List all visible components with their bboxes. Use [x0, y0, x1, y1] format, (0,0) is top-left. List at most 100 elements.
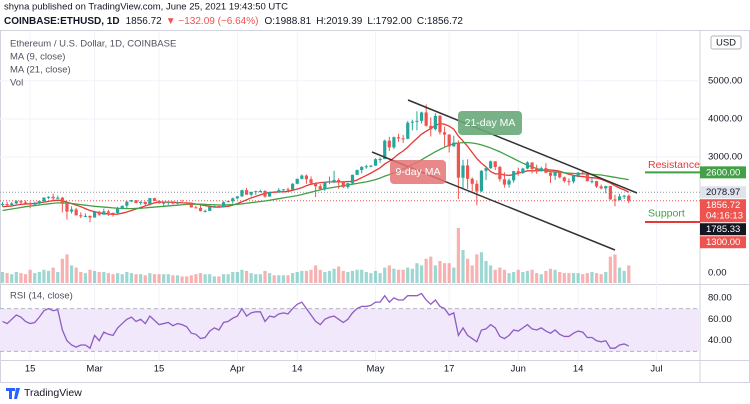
candle-body [466, 165, 470, 179]
open: O:1988.81 [264, 16, 311, 27]
candle-body [396, 137, 401, 139]
rsi-band [0, 308, 700, 352]
candle-body [337, 179, 341, 182]
candle-body [433, 115, 437, 130]
candle-body [226, 201, 230, 203]
change: ▼ −132.09 (−6.64%) [166, 16, 259, 27]
volume-bar [571, 273, 576, 283]
data-layer [0, 104, 631, 350]
volume-bar [33, 273, 37, 283]
price-label: 1785.33 [706, 224, 740, 235]
candle-body [10, 203, 14, 205]
legend-volume: Vol [10, 78, 23, 89]
candle-body [604, 186, 608, 189]
candle-body [355, 170, 359, 175]
candle-body [364, 166, 368, 168]
volume-bar [364, 272, 368, 283]
volume-bar [585, 273, 589, 283]
volume-bar [452, 267, 456, 283]
channel-upper [407, 99, 638, 194]
volume-bar [180, 276, 184, 283]
candle-body [318, 186, 322, 190]
high: H:2019.39 [316, 16, 363, 27]
volume-bar [613, 254, 617, 283]
overlay-layer: 21-day MA 9-day MA Ethereum / U.S. Dolla… [6, 35, 746, 399]
candle-body [111, 212, 115, 214]
candle-body [304, 175, 309, 180]
volume-bar [244, 270, 249, 283]
volume-bar [489, 265, 493, 283]
candle-body [553, 171, 557, 176]
candle-body [535, 168, 539, 172]
candle-body [548, 172, 553, 176]
x-tick-label: Apr [230, 364, 245, 375]
volume-bar [37, 272, 41, 283]
ma21-callout-box [458, 111, 522, 135]
candle-body [484, 168, 488, 171]
candle-body [244, 190, 249, 195]
volume-bar [152, 274, 157, 283]
volume-bar [14, 272, 18, 283]
volume-bar [162, 274, 166, 283]
candle-body [120, 205, 124, 209]
volume-bar [125, 272, 129, 283]
volume-bar [479, 252, 484, 283]
volume-bar [111, 274, 115, 283]
volume-bar [396, 269, 401, 283]
candle-body [46, 196, 51, 198]
volume-bar [558, 272, 562, 283]
volume-bar [608, 256, 612, 283]
candle-body [83, 215, 87, 217]
chart-title: Ethereum / U.S. Dollar, 1D, COINBASE [10, 39, 176, 50]
candle-body [627, 195, 631, 201]
volume-bar [553, 269, 557, 283]
volume-bar [516, 269, 520, 283]
candle-body [180, 202, 184, 204]
volume-bar [392, 268, 396, 283]
volume-bar [576, 273, 580, 283]
volume-bar [535, 273, 539, 283]
volume-bar [148, 273, 152, 283]
volume-bar [139, 274, 143, 283]
volume-bar [28, 269, 32, 283]
candle-body [19, 201, 23, 203]
candle-body [327, 181, 332, 183]
candle-body [512, 171, 516, 181]
candle-body [309, 179, 313, 184]
candle-body [139, 201, 143, 204]
volume-bar [401, 269, 405, 283]
volume-bar [502, 269, 507, 283]
volume-bar [143, 275, 147, 283]
candle-body [106, 211, 111, 213]
volume-bar [194, 274, 198, 283]
candle-body [208, 206, 212, 211]
volume-bar [521, 272, 525, 283]
candle-body [14, 201, 18, 204]
volume-bar [567, 273, 571, 283]
volume-bar [594, 273, 599, 283]
x-tick-label: 17 [444, 364, 455, 375]
candle-body [479, 170, 484, 192]
volume-bar [286, 275, 290, 283]
low: L:1792.00 [367, 16, 412, 27]
volume-bar [627, 265, 631, 283]
candle-body [516, 171, 520, 174]
volume-bar [314, 265, 318, 283]
volume-bar [332, 268, 336, 283]
candle-body [267, 192, 272, 197]
volume-bar [97, 272, 101, 283]
volume-bar [456, 228, 460, 283]
candle-body [28, 203, 32, 205]
price-label: 2078.97 [706, 187, 740, 198]
volume-bar [327, 270, 332, 283]
volume-bar [175, 275, 180, 283]
y-tick-label: 4000.00 [708, 113, 742, 124]
volume-bar [590, 272, 594, 283]
x-tick-label: 14 [573, 364, 584, 375]
unit-box[interactable] [710, 35, 742, 50]
candle-body [295, 178, 299, 184]
candle-body [116, 208, 120, 214]
candle-body [221, 202, 226, 208]
volume-bar [581, 274, 585, 283]
